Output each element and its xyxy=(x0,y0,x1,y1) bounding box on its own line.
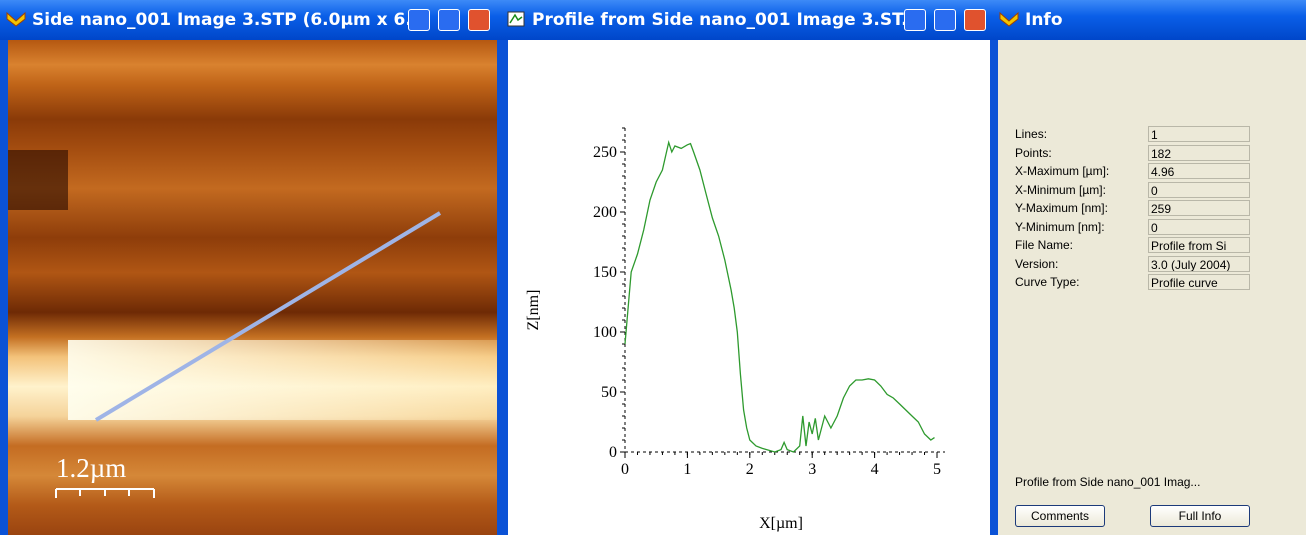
image-window: Side nano_001 Image 3.STP (6.0µm x 6... … xyxy=(0,0,500,535)
y-tick-label: 50 xyxy=(601,384,617,401)
maximize-button[interactable] xyxy=(438,9,460,31)
overlay: 1.2µm xyxy=(55,211,442,498)
field-value: 3.0 (July 2004) xyxy=(1148,255,1250,272)
x-tick-label: 1 xyxy=(683,461,691,478)
window-title: Profile from Side nano_001 Image 3.ST... xyxy=(532,10,921,30)
field-value: 182 xyxy=(1148,144,1250,161)
close-button[interactable] xyxy=(964,9,986,31)
y-tick-label: 100 xyxy=(593,324,617,341)
app-icon xyxy=(507,11,525,27)
x-tick-label: 2 xyxy=(746,461,754,478)
window-title: Side nano_001 Image 3.STP (6.0µm x 6... xyxy=(32,10,425,30)
y-tick-label: 150 xyxy=(593,264,617,281)
afm-image: 1.2µm xyxy=(8,40,497,535)
field-value: 4.96 xyxy=(1148,163,1250,179)
field-label: File Name: xyxy=(1015,238,1074,252)
x-tick-label: 4 xyxy=(871,461,879,478)
scale-label: 1.2µm xyxy=(56,453,126,483)
info-window: Info Profile from Side nano_001 Imag... … xyxy=(993,0,1306,535)
field-label: Lines: xyxy=(1015,127,1048,141)
close-button[interactable] xyxy=(468,9,490,31)
y-tick-label: 0 xyxy=(609,444,617,461)
x-axis-label: X[µm] xyxy=(759,515,803,532)
y-tick-label: 200 xyxy=(593,204,617,221)
field-value: 0 xyxy=(1148,181,1250,198)
field-value: Profile from Si xyxy=(1148,237,1250,253)
profile-line xyxy=(94,211,442,422)
field-value: 1 xyxy=(1148,126,1250,142)
title-bar: Info xyxy=(993,0,1306,40)
profile-window: Profile from Side nano_001 Image 3.ST...… xyxy=(500,0,993,535)
y-tick-label: 250 xyxy=(593,144,617,161)
profile-chart: 0 50 100 150 200 250 0 1 2 3 4 5 X[µm] Z[nm] xyxy=(508,40,990,535)
title-bar: Side nano_001 Image 3.STP (6.0µm x 6... xyxy=(0,0,500,40)
profile-line xyxy=(624,139,935,453)
title-bar: Profile from Side nano_001 Image 3.ST... xyxy=(500,0,993,40)
field-label: X-Minimum [µm]: xyxy=(1015,182,1106,197)
maximize-button[interactable] xyxy=(934,9,956,31)
y-axis-label: Z[nm] xyxy=(525,290,542,331)
info-panel: Profile from Side nano_001 Imag... Lines… xyxy=(998,40,1306,535)
field-label: Version: xyxy=(1015,256,1059,271)
x-tick-label: 0 xyxy=(621,461,629,478)
scale-bar xyxy=(55,488,155,498)
app-icon xyxy=(999,11,1019,27)
bright-region xyxy=(68,340,497,420)
field-label: Y-Maximum [nm]: xyxy=(1015,201,1108,215)
app-icon xyxy=(6,11,26,27)
field-label: Y-Minimum [nm]: xyxy=(1015,219,1105,234)
window-title: Info xyxy=(1025,10,1063,30)
field-label: Curve Type: xyxy=(1015,275,1080,289)
x-tick-label: 3 xyxy=(808,461,816,478)
button[interactable]: Comments xyxy=(1015,505,1105,527)
field-label: Points: xyxy=(1015,145,1052,160)
button[interactable]: Full Info xyxy=(1150,505,1250,527)
dark-region xyxy=(8,150,68,210)
minimize-button[interactable] xyxy=(408,9,430,31)
field-label: X-Maximum [µm]: xyxy=(1015,164,1110,178)
field-value: 259 xyxy=(1148,200,1250,216)
field-value: 0 xyxy=(1148,218,1250,235)
footer-text: Profile from Side nano_001 Imag... xyxy=(1015,475,1201,489)
field-value: Profile curve xyxy=(1148,274,1250,290)
x-tick-label: 5 xyxy=(933,461,941,478)
minimize-button[interactable] xyxy=(904,9,926,31)
